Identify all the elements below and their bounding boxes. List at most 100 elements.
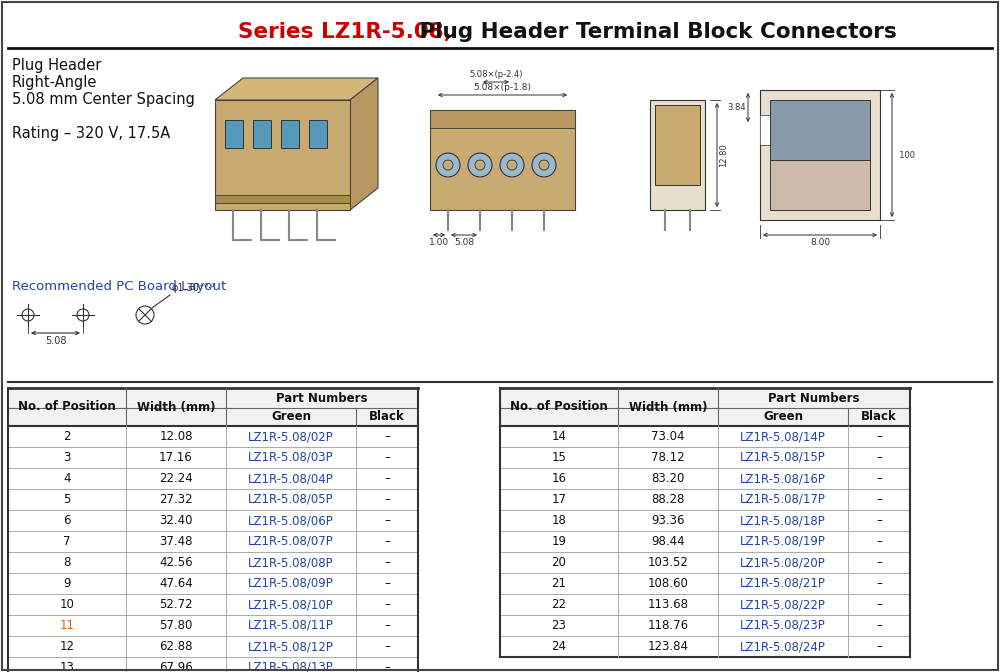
Bar [8, 388, 418, 426]
Text: 17.16: 17.16 [159, 451, 193, 464]
Text: Rating – 320 V, 17.5A: Rating – 320 V, 17.5A [12, 126, 170, 141]
Text: 5.08 mm Center Spacing: 5.08 mm Center Spacing [12, 92, 195, 107]
Text: 123.84: 123.84 [648, 640, 688, 653]
Text: –: – [384, 493, 390, 506]
Text: 98.44: 98.44 [651, 535, 685, 548]
Bar [500, 615, 910, 636]
Text: 8.00: 8.00 [810, 238, 830, 247]
Text: –: – [876, 598, 882, 611]
Bar [500, 468, 910, 489]
Text: 37.48: 37.48 [159, 535, 193, 548]
Bar [215, 100, 350, 210]
Circle shape [436, 153, 460, 177]
Bar [770, 160, 870, 210]
Text: –: – [876, 556, 882, 569]
Text: 52.72: 52.72 [159, 598, 193, 611]
Text: –: – [384, 640, 390, 653]
Text: 42.56: 42.56 [159, 556, 193, 569]
Text: LZ1R-5.08/18P: LZ1R-5.08/18P [740, 514, 826, 527]
Text: LZ1R-5.08/20P: LZ1R-5.08/20P [740, 556, 826, 569]
Text: No. of Position: No. of Position [510, 401, 608, 413]
Text: Part Numbers: Part Numbers [276, 392, 368, 405]
Bar [8, 552, 418, 573]
Text: Black: Black [369, 411, 405, 423]
Text: 100: 100 [894, 151, 915, 159]
Text: LZ1R-5.08/23P: LZ1R-5.08/23P [740, 619, 826, 632]
Text: 103.52: 103.52 [648, 556, 688, 569]
Text: –: – [384, 472, 390, 485]
Text: 108.60: 108.60 [648, 577, 688, 590]
Text: 20: 20 [552, 556, 566, 569]
Text: –: – [876, 640, 882, 653]
Bar [760, 90, 880, 220]
Circle shape [468, 153, 492, 177]
Text: LZ1R-5.08/07P: LZ1R-5.08/07P [248, 535, 334, 548]
Text: 3.84: 3.84 [727, 103, 746, 112]
Text: 19: 19 [552, 535, 566, 548]
Bar [8, 447, 418, 468]
Circle shape [532, 153, 556, 177]
Text: 12: 12 [60, 640, 74, 653]
Text: –: – [384, 619, 390, 632]
Text: 5.08×(p-1.8): 5.08×(p-1.8) [474, 83, 532, 92]
Text: LZ1R-5.08/08P: LZ1R-5.08/08P [248, 556, 334, 569]
Text: LZ1R-5.08/24P: LZ1R-5.08/24P [740, 640, 826, 653]
Bar [500, 426, 910, 447]
Text: Width (mm): Width (mm) [629, 401, 707, 413]
Text: 93.36: 93.36 [651, 514, 685, 527]
Text: –: – [876, 430, 882, 443]
Text: 7: 7 [63, 535, 71, 548]
Text: LZ1R-5.08/12P: LZ1R-5.08/12P [248, 640, 334, 653]
Circle shape [475, 160, 485, 170]
Text: No. of Position: No. of Position [18, 401, 116, 413]
Text: 15: 15 [552, 451, 566, 464]
Text: φ1.30⁺⁰⋅¹: φ1.30⁺⁰⋅¹ [171, 283, 215, 293]
Text: 27.32: 27.32 [159, 493, 193, 506]
Text: 24: 24 [552, 640, 566, 653]
Text: Black: Black [861, 411, 897, 423]
Text: 32.40: 32.40 [159, 514, 193, 527]
Text: LZ1R-5.08/14P: LZ1R-5.08/14P [740, 430, 826, 443]
Text: 6: 6 [63, 514, 71, 527]
Polygon shape [215, 78, 378, 100]
Text: 18: 18 [552, 514, 566, 527]
Text: –: – [876, 535, 882, 548]
Text: 5: 5 [63, 493, 71, 506]
Text: 88.28: 88.28 [651, 493, 685, 506]
Text: LZ1R-5.08/19P: LZ1R-5.08/19P [740, 535, 826, 548]
Bar [215, 195, 350, 203]
Polygon shape [350, 78, 378, 210]
Bar [8, 573, 418, 594]
Text: 14: 14 [552, 430, 566, 443]
Text: 57.80: 57.80 [159, 619, 193, 632]
Text: 5.08: 5.08 [454, 238, 474, 247]
Text: –: – [384, 598, 390, 611]
Text: –: – [876, 472, 882, 485]
Text: LZ1R-5.08/21P: LZ1R-5.08/21P [740, 577, 826, 590]
Text: LZ1R-5.08/10P: LZ1R-5.08/10P [248, 598, 334, 611]
Bar [225, 120, 243, 148]
Bar [8, 615, 418, 636]
Text: –: – [384, 535, 390, 548]
Text: –: – [876, 493, 882, 506]
Text: 62.88: 62.88 [159, 640, 193, 653]
Text: 1.00: 1.00 [429, 238, 449, 247]
Circle shape [539, 160, 549, 170]
Text: 23: 23 [552, 619, 566, 632]
Bar [500, 594, 910, 615]
Text: 5.08×(p-2.4): 5.08×(p-2.4) [469, 70, 523, 79]
Text: –: – [384, 577, 390, 590]
Text: LZ1R-5.08/16P: LZ1R-5.08/16P [740, 472, 826, 485]
Bar [8, 510, 418, 531]
Text: 73.04: 73.04 [651, 430, 685, 443]
Text: Green: Green [763, 411, 803, 423]
Circle shape [443, 160, 453, 170]
Text: 13: 13 [60, 661, 74, 672]
Text: Width (mm): Width (mm) [137, 401, 215, 413]
Text: 4: 4 [63, 472, 71, 485]
Bar [500, 447, 910, 468]
Text: 22: 22 [552, 598, 566, 611]
Text: 113.68: 113.68 [648, 598, 688, 611]
Text: 8: 8 [63, 556, 71, 569]
Text: 17: 17 [552, 493, 566, 506]
